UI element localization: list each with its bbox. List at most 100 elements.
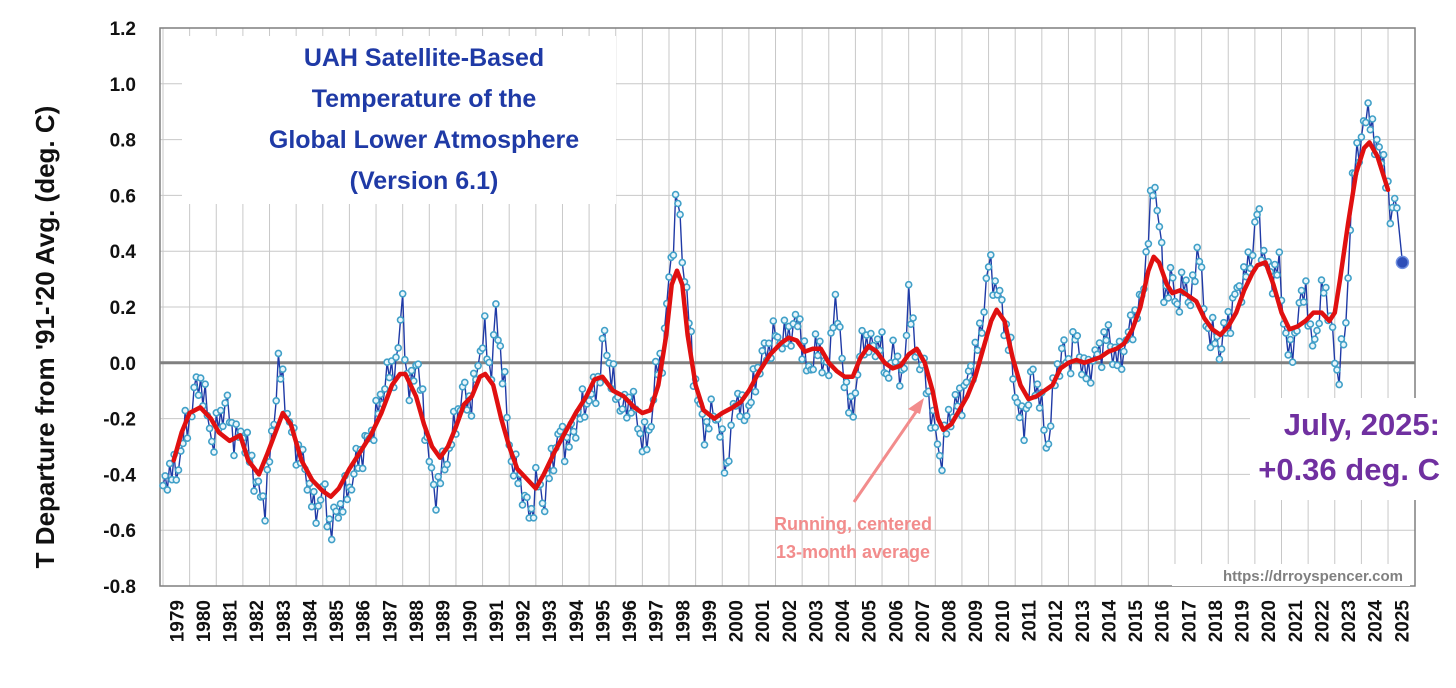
monthly-point [962, 378, 971, 387]
monthly-point [1364, 99, 1372, 107]
monthly-point [640, 417, 649, 426]
monthly-point [1157, 238, 1166, 247]
monthly-point [1033, 380, 1042, 389]
x-tick-label: 1989 [434, 600, 455, 642]
monthly-point [1215, 355, 1224, 364]
monthly-point [878, 328, 886, 336]
monthly-point [432, 506, 440, 514]
monthly-point [671, 190, 680, 199]
monthly-point [773, 333, 782, 341]
monthly-point [248, 451, 256, 460]
monthly-point [518, 501, 527, 509]
monthly-point [1379, 150, 1388, 159]
monthly-point [467, 412, 476, 420]
monthly-point [261, 516, 269, 525]
monthly-point [900, 364, 909, 373]
monthly-point [529, 513, 538, 522]
monthly-point [1368, 115, 1377, 123]
x-tick-label: 1999 [700, 600, 721, 642]
x-tick-label: 2002 [780, 600, 801, 642]
monthly-point [569, 427, 578, 436]
monthly-point [1260, 246, 1268, 255]
monthly-point [975, 319, 984, 328]
monthly-point [223, 391, 232, 400]
monthly-point [669, 251, 678, 259]
monthly-point [982, 274, 991, 283]
monthly-point [323, 522, 332, 531]
monthly-point [1046, 422, 1055, 431]
monthly-point [1208, 313, 1217, 322]
x-tick-label: 2025 [1392, 600, 1413, 643]
monthly-point [818, 368, 826, 377]
monthly-point [312, 519, 320, 528]
monthly-point [1160, 298, 1168, 307]
monthly-point [824, 371, 833, 380]
x-tick-label: 2012 [1046, 600, 1067, 642]
monthly-point [998, 295, 1006, 304]
monthly-point [889, 336, 897, 345]
monthly-point [334, 514, 343, 522]
monthly-point [514, 479, 522, 488]
monthly-point [700, 440, 709, 449]
monthly-point [1193, 243, 1201, 252]
x-tick-label: 2009 [966, 600, 987, 642]
monthly-point [1078, 370, 1086, 379]
x-tick-label: 2022 [1312, 600, 1333, 642]
monthly-point [350, 470, 358, 478]
monthly-point [705, 424, 713, 433]
monthly-point [372, 396, 380, 405]
monthly-point [478, 344, 487, 353]
monthly-point [1191, 277, 1199, 286]
monthly-point [321, 480, 329, 488]
monthly-point [385, 373, 394, 382]
x-tick-label: 2019 [1233, 600, 1254, 642]
monthly-point [545, 474, 554, 483]
monthly-point [1333, 366, 1341, 374]
monthly-point [716, 433, 724, 441]
x-tick-label: 2004 [833, 600, 854, 643]
x-tick-label: 1979 [167, 600, 188, 642]
monthly-point [316, 496, 325, 504]
monthly-point [1095, 339, 1104, 347]
monthly-point [1373, 135, 1381, 144]
running-average-line [171, 140, 1391, 499]
monthly-point [1315, 319, 1323, 328]
monthly-point [978, 329, 986, 337]
monthly-point [163, 486, 172, 494]
monthly-point [578, 385, 587, 393]
x-tick-label: 1988 [407, 600, 428, 642]
monthly-point [798, 355, 806, 364]
monthly-point [565, 443, 573, 451]
monthly-point [172, 476, 181, 484]
x-tick-label: 2003 [806, 600, 827, 642]
monthly-point [893, 352, 902, 361]
monthly-point [460, 378, 469, 387]
monthly-point [966, 362, 975, 370]
monthly-point [427, 463, 436, 472]
callout-background [1250, 398, 1446, 500]
monthly-point [1166, 263, 1175, 272]
monthly-point [469, 369, 478, 378]
monthly-point [1273, 271, 1281, 279]
monthly-point [622, 413, 631, 422]
monthly-point [1248, 251, 1257, 260]
monthly-point [938, 466, 946, 475]
plot-area-border [159, 27, 1416, 587]
monthly-point [1375, 143, 1383, 151]
y-tick-label: 0.6 [110, 186, 136, 207]
monthly-point [647, 422, 656, 431]
monthly-point [651, 357, 660, 366]
title-background [182, 36, 616, 204]
monthly-point [973, 346, 982, 355]
monthly-point [665, 273, 673, 281]
monthly-point [489, 330, 498, 339]
y-axis-label: T Departure from '91-'20 Avg. (deg. C) [30, 106, 60, 569]
monthly-point [396, 316, 405, 324]
monthly-point [1164, 294, 1173, 302]
monthly-point [201, 380, 209, 389]
monthly-point [902, 331, 911, 340]
monthly-point [1240, 263, 1248, 271]
monthly-point [1151, 183, 1159, 192]
monthly-point [1255, 205, 1264, 213]
